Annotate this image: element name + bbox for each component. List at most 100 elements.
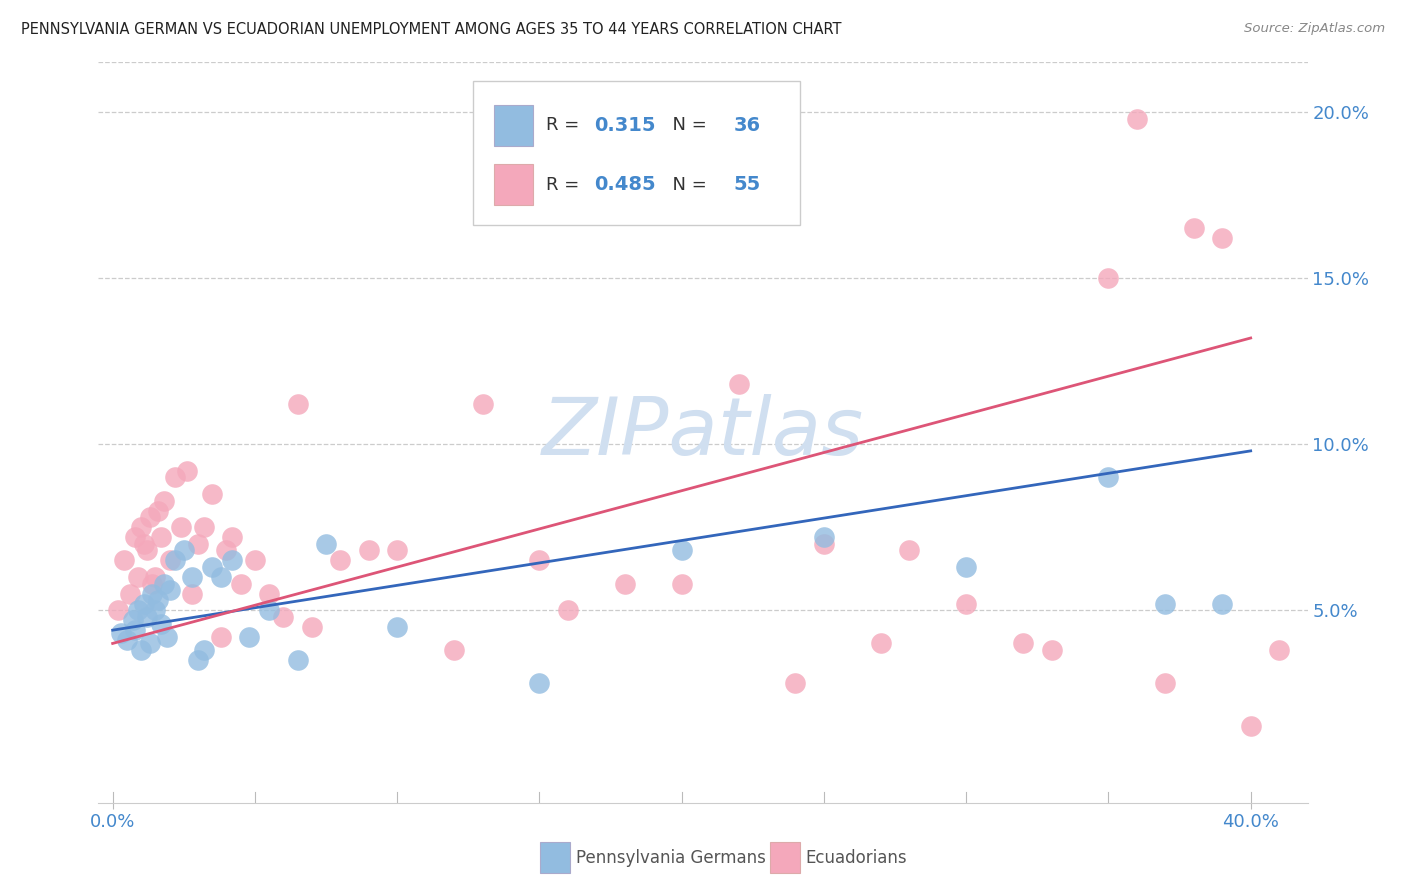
Point — [329, 553, 352, 567]
Point — [153, 576, 176, 591]
Point — [173, 543, 195, 558]
Point — [1240, 719, 1263, 733]
Point — [209, 630, 232, 644]
Point — [110, 626, 132, 640]
FancyBboxPatch shape — [769, 842, 800, 873]
Point — [187, 537, 209, 551]
Point — [898, 543, 921, 558]
Point — [135, 543, 157, 558]
FancyBboxPatch shape — [474, 81, 800, 226]
Point — [1154, 597, 1177, 611]
Point — [112, 553, 135, 567]
Point — [1211, 231, 1233, 245]
Point — [141, 576, 163, 591]
Point — [813, 530, 835, 544]
Point — [187, 653, 209, 667]
Point — [165, 470, 187, 484]
Point — [127, 570, 149, 584]
Point — [159, 553, 181, 567]
Text: R =: R = — [546, 116, 585, 135]
Point — [215, 543, 238, 558]
Point — [1154, 676, 1177, 690]
Point — [138, 636, 160, 650]
Point — [143, 570, 166, 584]
Point — [132, 597, 155, 611]
Point — [955, 597, 977, 611]
FancyBboxPatch shape — [494, 105, 533, 145]
Point — [150, 616, 173, 631]
Point — [357, 543, 380, 558]
Point — [315, 537, 337, 551]
Point — [221, 553, 243, 567]
Point — [129, 643, 152, 657]
Point — [201, 487, 224, 501]
Point — [727, 377, 749, 392]
Point — [156, 630, 179, 644]
Point — [1097, 271, 1119, 285]
Point — [955, 560, 977, 574]
Point — [150, 530, 173, 544]
Point — [471, 397, 494, 411]
Point — [135, 610, 157, 624]
Point — [209, 570, 232, 584]
Point — [115, 633, 138, 648]
Point — [121, 613, 143, 627]
Point — [201, 560, 224, 574]
Point — [529, 676, 551, 690]
Point — [385, 543, 408, 558]
Point — [141, 587, 163, 601]
Point — [301, 620, 323, 634]
Point — [1040, 643, 1063, 657]
Point — [529, 553, 551, 567]
Point — [124, 530, 146, 544]
Point — [176, 464, 198, 478]
Point — [1268, 643, 1291, 657]
Point — [118, 587, 141, 601]
Point — [257, 603, 280, 617]
Point — [229, 576, 252, 591]
Point — [221, 530, 243, 544]
Point — [243, 553, 266, 567]
Point — [443, 643, 465, 657]
Point — [143, 603, 166, 617]
Point — [385, 620, 408, 634]
Point — [138, 510, 160, 524]
Text: PENNSYLVANIA GERMAN VS ECUADORIAN UNEMPLOYMENT AMONG AGES 35 TO 44 YEARS CORRELA: PENNSYLVANIA GERMAN VS ECUADORIAN UNEMPL… — [21, 22, 842, 37]
Point — [1211, 597, 1233, 611]
Point — [671, 543, 693, 558]
Point — [671, 576, 693, 591]
Text: ZIPatlas: ZIPatlas — [541, 393, 865, 472]
Point — [869, 636, 891, 650]
Point — [146, 503, 169, 517]
Point — [181, 587, 204, 601]
Point — [193, 520, 215, 534]
Text: 36: 36 — [734, 116, 761, 135]
Text: Pennsylvania Germans: Pennsylvania Germans — [576, 848, 766, 867]
Point — [129, 520, 152, 534]
Point — [124, 623, 146, 637]
Text: N =: N = — [661, 176, 713, 194]
Text: Ecuadorians: Ecuadorians — [806, 848, 907, 867]
Point — [1126, 112, 1149, 126]
Point — [273, 610, 295, 624]
Point — [613, 576, 636, 591]
Point — [181, 570, 204, 584]
Point — [146, 593, 169, 607]
Point — [1097, 470, 1119, 484]
Point — [1182, 221, 1205, 235]
Point — [165, 553, 187, 567]
Point — [132, 537, 155, 551]
Point — [159, 583, 181, 598]
Point — [1012, 636, 1035, 650]
Point — [153, 493, 176, 508]
Point — [257, 587, 280, 601]
Point — [170, 520, 193, 534]
Point — [193, 643, 215, 657]
Text: 55: 55 — [734, 175, 761, 194]
Point — [813, 537, 835, 551]
Point — [238, 630, 260, 644]
Point — [287, 653, 309, 667]
Text: 0.315: 0.315 — [595, 116, 655, 135]
Text: 0.485: 0.485 — [595, 175, 655, 194]
Text: N =: N = — [661, 116, 713, 135]
